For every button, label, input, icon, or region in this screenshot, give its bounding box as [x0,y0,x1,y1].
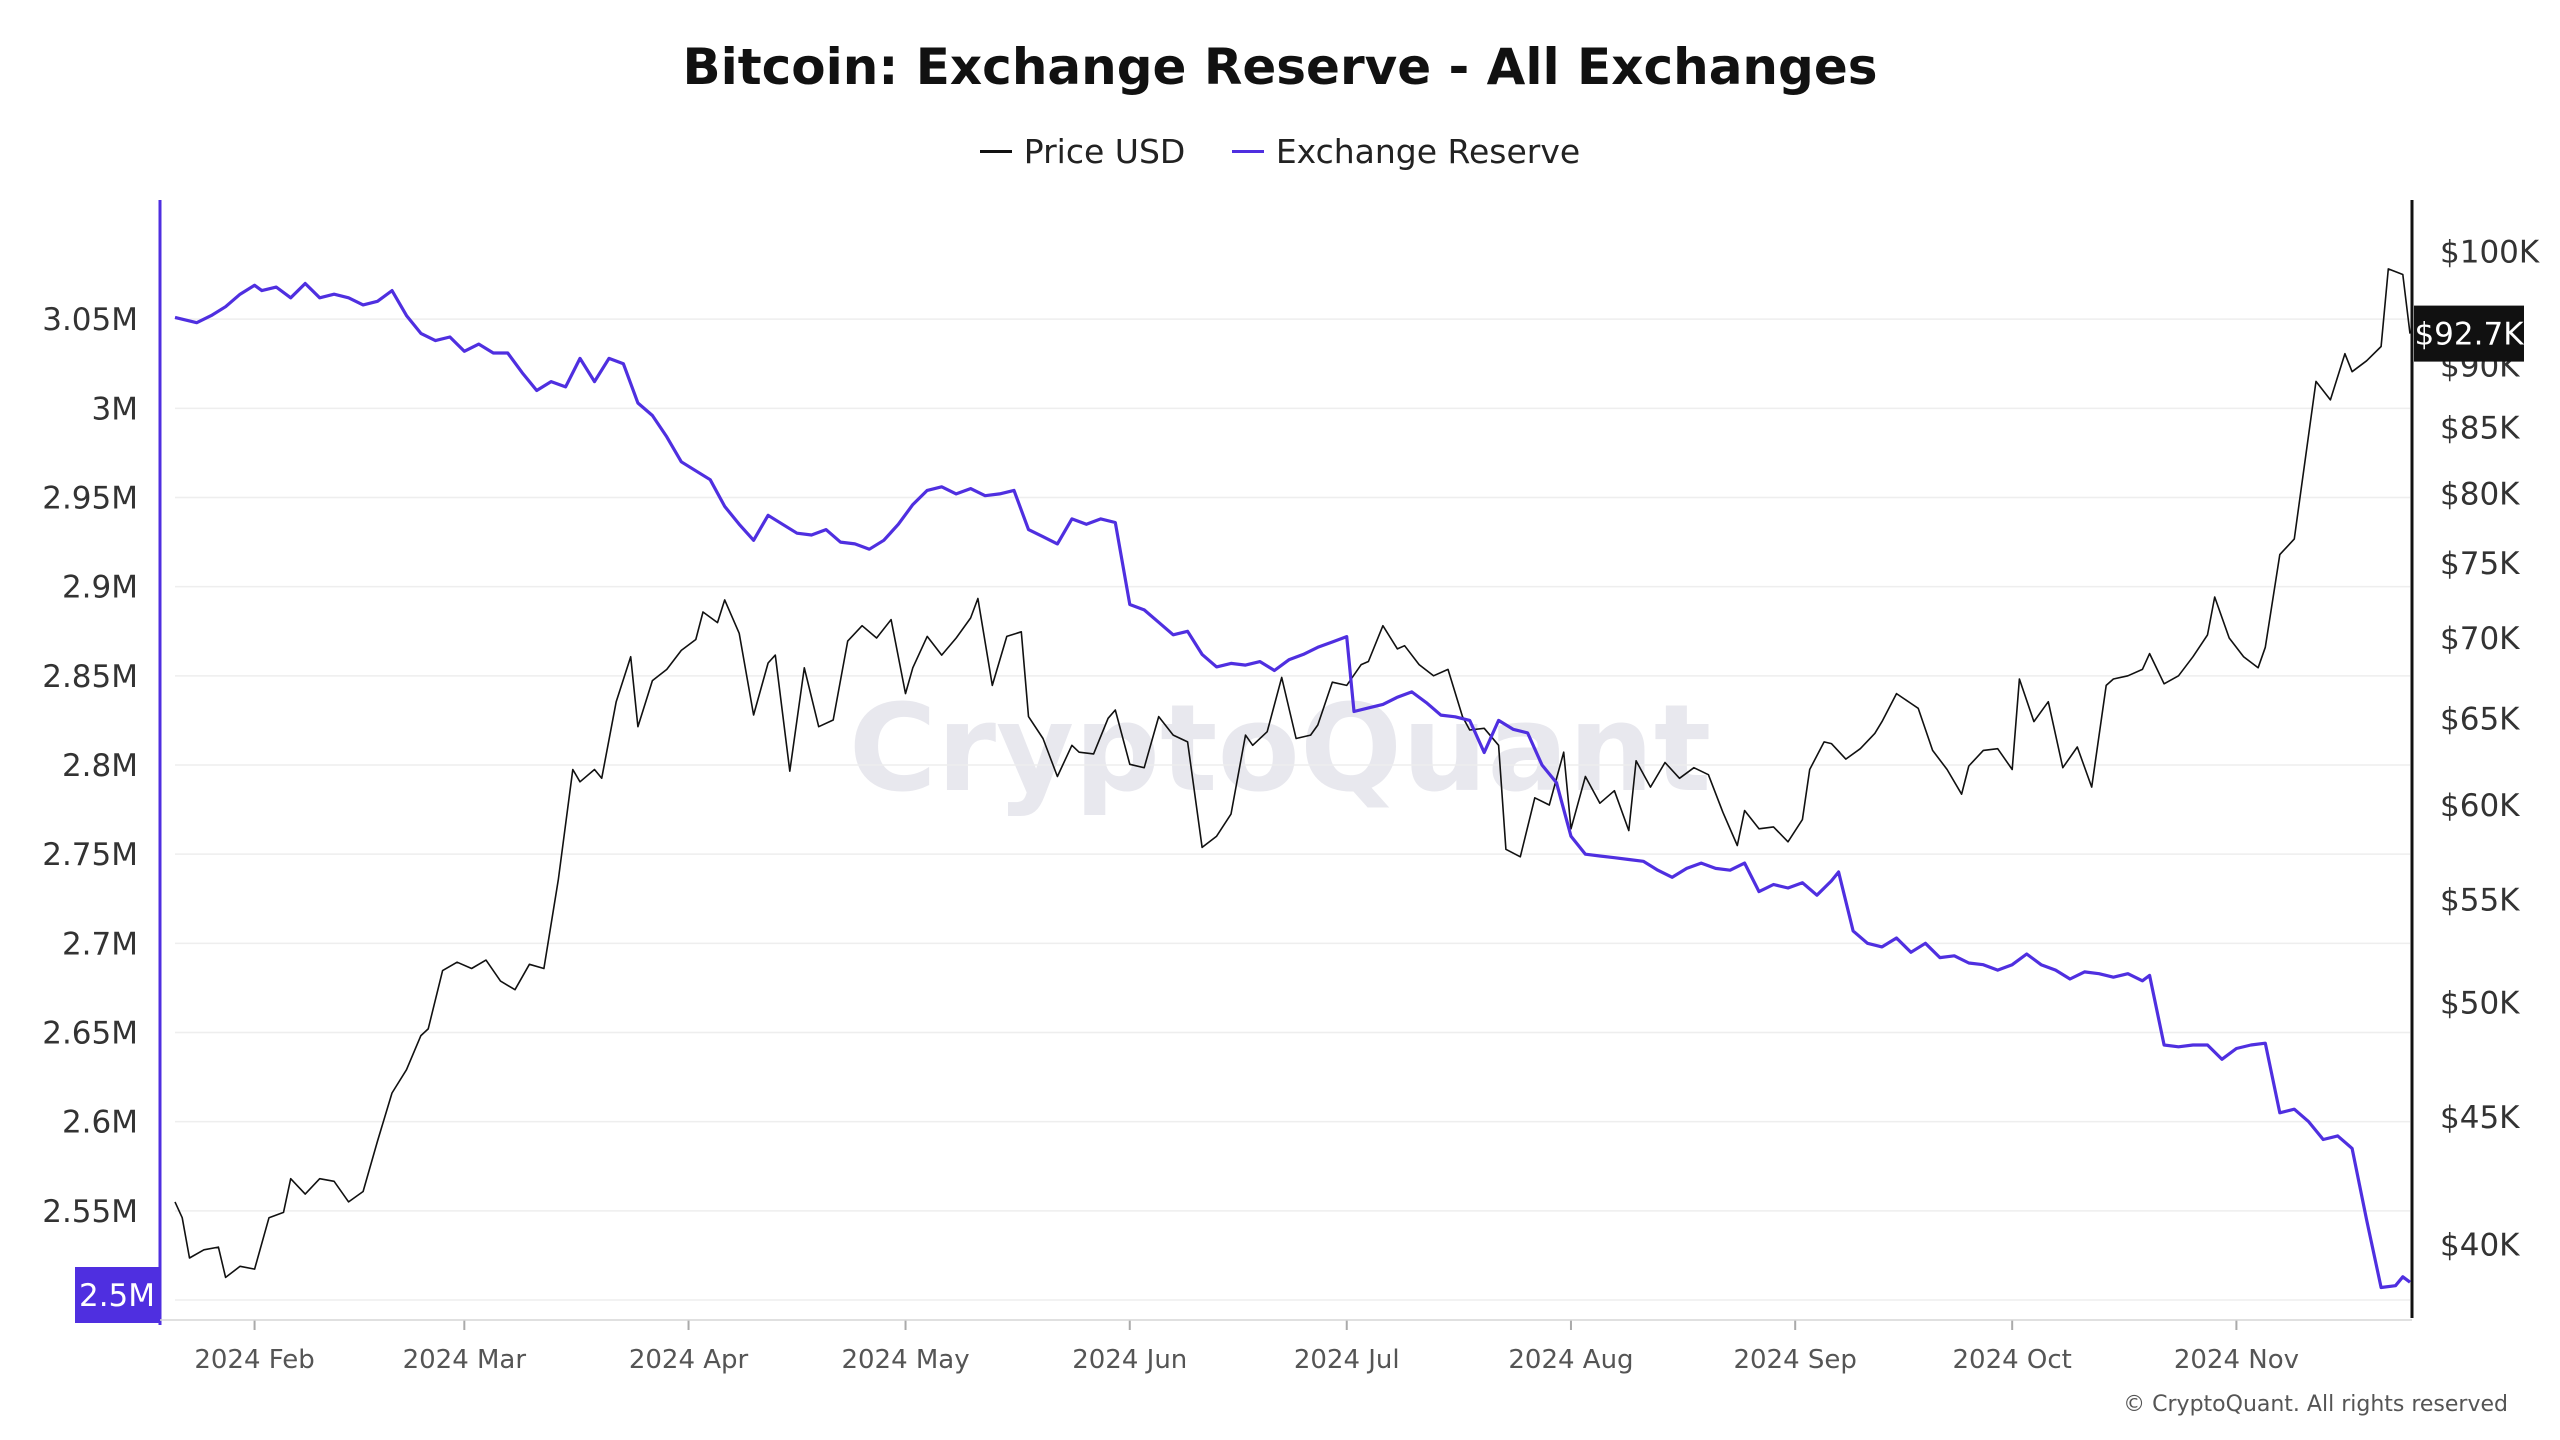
y-left-tick-label: 2.8M [62,748,138,784]
y-left-tick-label: 2.65M [42,1016,138,1052]
legend-item-price[interactable]: Price USD [979,132,1186,171]
y-left-tick-label: 2.7M [62,926,138,962]
legend-label-price: Price USD [1023,132,1186,171]
y-right-tick-label: $65K [2440,701,2520,737]
x-tick-label: 2024 Jul [1294,1345,1400,1375]
y-right-tick-label: $85K [2440,411,2520,447]
x-tick-label: 2024 Jun [1072,1345,1187,1375]
x-tick-label: 2024 Apr [629,1345,749,1375]
price-current-badge [2414,305,2524,362]
y-left-tick-label: 2.55M [42,1194,138,1230]
chart-legend: Price USD Exchange Reserve [0,122,2560,171]
watermark-layer: CryptoQuant [849,680,1711,819]
x-tick-label: 2024 Feb [194,1345,314,1375]
y-left-tick-label: 2.9M [62,570,138,606]
axes-layer: 2.55M 2.6M 2.65M 2.7M 2.75M 2.8M 2.85M 2.9M 2.95… [42,200,2540,1375]
price-current-label: $92.7K [2414,317,2524,353]
y-right-tick-label: $70K [2440,621,2520,657]
x-tick-label: 2024 Aug [1508,1345,1633,1375]
x-tick-label: 2024 Sep [1733,1345,1856,1375]
y-left-tick-label: 2.95M [42,481,138,517]
y-left-tick-label: 3M [92,391,138,427]
y-right-tick-label: $80K [2440,476,2520,512]
legend-line-reserve-icon [1231,150,1264,153]
y-left-tick-label: 2.6M [62,1105,138,1141]
series-line-exchange-reserve [174,281,2411,1290]
legend-line-price-icon [979,150,1012,153]
badge-layer: 2.5M $92.7K [75,305,2524,1323]
reserve-current-badge [75,1267,160,1323]
reserve-current-label: 2.5M [79,1278,155,1314]
y-right-tick-label: $100K [2440,234,2540,270]
y-right-tick-label: $45K [2440,1100,2520,1136]
y-right-tick-label: $55K [2440,882,2520,918]
x-tick-label: 2024 Nov [2174,1345,2299,1375]
x-tick-label: 2024 Oct [1952,1345,2071,1375]
legend-item-reserve[interactable]: Exchange Reserve [1231,132,1581,171]
series-layer [174,268,2411,1290]
y-left-tick-label: 2.85M [42,659,138,695]
copyright-footer: © CryptoQuant. All rights reserved [2123,1392,2508,1417]
x-tick-label: 2024 May [841,1345,969,1375]
series-line-price-usd [174,268,2411,1279]
y-left-tick-label: 2.75M [42,837,138,873]
watermark-text: CryptoQuant [849,680,1711,819]
legend-label-reserve: Exchange Reserve [1275,132,1581,171]
chart-title: Bitcoin: Exchange Reserve - All Exchange… [682,38,1878,96]
y-right-tick-label: $60K [2440,788,2520,824]
y-right-tick-label: $75K [2440,546,2520,582]
y-right-tick-label: $50K [2440,986,2520,1022]
y-left-tick-label: 3.05M [42,302,138,338]
y-right-tick-label: $40K [2440,1227,2520,1263]
x-tick-label: 2024 Mar [403,1345,527,1375]
